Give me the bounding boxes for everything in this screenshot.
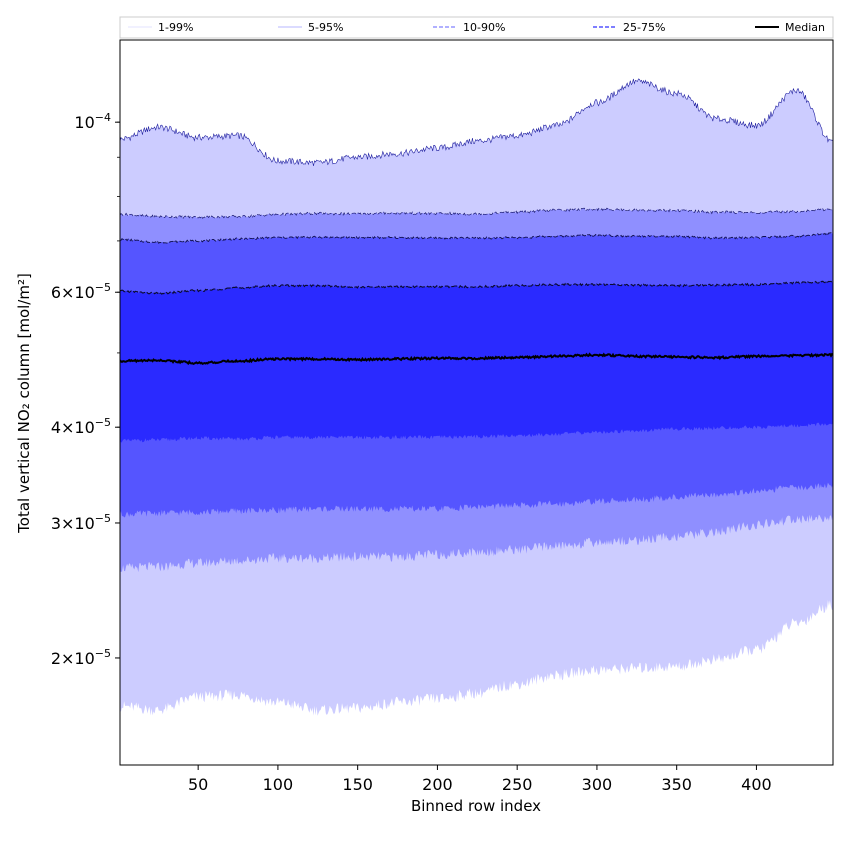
x-axis-label: Binned row index xyxy=(411,797,541,815)
y-tick-label: 10−4 xyxy=(74,111,111,132)
y-axis: 2×10−5 3×10−5 4×10−5 6×10−5 10−4 xyxy=(51,111,120,668)
median-line xyxy=(120,352,833,366)
legend-label: Median xyxy=(785,21,825,34)
legend-label: 25-75% xyxy=(623,21,665,34)
x-tick-label: 300 xyxy=(582,775,613,794)
plot-area xyxy=(120,40,833,765)
x-tick-label: 150 xyxy=(342,775,373,794)
legend-label: 1-99% xyxy=(158,21,193,34)
band-25-75% xyxy=(120,281,833,443)
y-tick-label: 6×10−5 xyxy=(51,281,111,302)
y-tick-label: 4×10−5 xyxy=(51,416,111,437)
x-tick-label: 400 xyxy=(741,775,772,794)
x-tick-label: 50 xyxy=(188,775,208,794)
band-upper-line-1-99% xyxy=(120,78,833,167)
x-axis: 50 100 150 200 250 300 350 400 xyxy=(188,765,772,794)
legend-item: 25-75% xyxy=(593,21,665,34)
median-layer xyxy=(120,352,833,366)
bands-layer xyxy=(120,78,833,716)
plot-frame xyxy=(119,39,834,766)
x-tick-label: 350 xyxy=(661,775,692,794)
legend-item: Median xyxy=(755,21,825,34)
legend-box xyxy=(119,16,834,39)
legend: 1-99% 5-95% 10-90% 25-75% Median xyxy=(119,16,834,39)
band-upper-line-10-90% xyxy=(120,232,833,244)
x-tick-label: 200 xyxy=(422,775,453,794)
legend-label: 5-95% xyxy=(308,21,343,34)
legend-item: 10-90% xyxy=(433,21,505,34)
legend-label: 10-90% xyxy=(463,21,505,34)
x-tick-label: 100 xyxy=(263,775,294,794)
y-tick-label: 2×10−5 xyxy=(51,647,111,668)
legend-item: 1-99% xyxy=(128,21,193,34)
y-axis-label: Total vertical NO₂ column [mol/m²] xyxy=(15,273,33,534)
x-tick-label: 250 xyxy=(502,775,533,794)
legend-item: 5-95% xyxy=(278,21,343,34)
band-upper-line-5-95% xyxy=(120,207,833,219)
y-tick-label: 3×10−5 xyxy=(51,512,111,533)
